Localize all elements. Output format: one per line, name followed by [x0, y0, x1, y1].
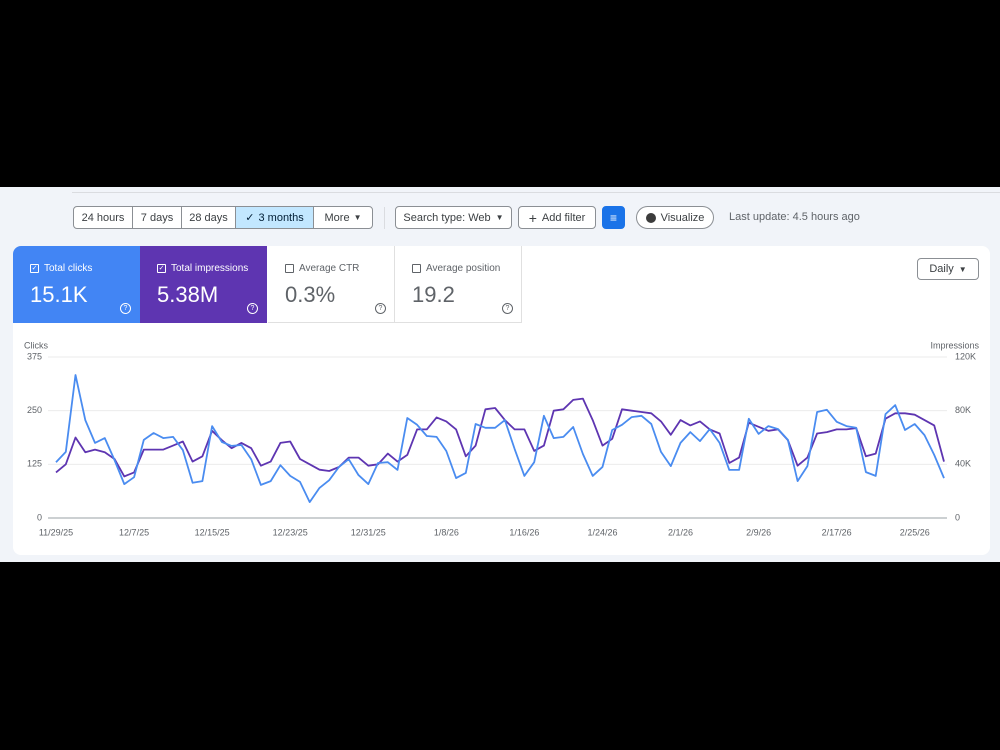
x-tick-label: 1/16/26 [509, 527, 539, 537]
x-tick-label: 2/25/26 [900, 527, 930, 537]
help-icon: ? [247, 303, 258, 314]
range-button-selected[interactable]: ✓ 3 months [236, 207, 314, 228]
dropdown-arrow: ▼ [495, 213, 504, 222]
y-tick-label: 375 [27, 351, 42, 361]
x-tick-label: 12/31/25 [351, 527, 386, 537]
range-label: 28 days [189, 211, 228, 224]
x-tick-label: 12/23/25 [273, 527, 308, 537]
range-label: More [324, 211, 350, 224]
x-tick-label: 12/15/25 [195, 527, 230, 537]
metric-tile[interactable]: Average CTR 0.3%? [268, 246, 395, 323]
chart: 0 125 250 375 0 40K 80K 120K Clicks Impressions 11… [24, 340, 980, 537]
metric-value: 15.1K [30, 282, 88, 307]
help-icon: ? [375, 303, 386, 314]
x-tick-label: 12/7/25 [119, 527, 149, 537]
granularity-button[interactable]: Daily ▼ [917, 258, 979, 280]
y2-tick-label: 120K [955, 351, 976, 361]
dropdown-arrow: ▼ [353, 213, 362, 222]
button-label: Search type: Web [403, 211, 491, 224]
metric-value: 5.38M [157, 282, 219, 307]
button-label: Daily [929, 263, 954, 275]
x-tick-label: 2/9/26 [746, 527, 771, 537]
add-filter-button[interactable]: + Add filter [518, 206, 596, 229]
range-button[interactable]: More ▼ [314, 207, 372, 228]
checkbox: ✓ [30, 264, 39, 273]
x-tick-label: 2/1/26 [668, 527, 693, 537]
y2-axis-title: Impressions [930, 340, 979, 350]
help-icon: ? [120, 303, 131, 314]
y2-tick-label: 0 [955, 512, 960, 522]
check-icon: ✓ [245, 212, 255, 224]
checkbox [412, 264, 421, 273]
checkbox [285, 264, 294, 273]
metric-value: 0.3% [285, 282, 336, 307]
range-label: 7 days [140, 211, 174, 224]
y-tick-label: 250 [27, 405, 42, 415]
x-tick-label: 1/8/26 [434, 527, 459, 537]
y2-tick-label: 80K [955, 405, 971, 415]
range-group: 24 hours 7 days 28 days ✓ 3 months More ▼ [73, 206, 373, 229]
metric-tile[interactable]: ✓ Total impressions 5.38M? [140, 246, 267, 323]
range-label: 3 months [258, 211, 304, 224]
plus-icon: + [528, 209, 537, 226]
x-tick-label: 1/24/26 [587, 527, 617, 537]
filter-icon-button[interactable]: ≡ [602, 206, 625, 229]
separator [384, 207, 385, 229]
last-update: Last update: 4.5 hours ago [729, 211, 860, 223]
y2-tick-label: 40K [955, 459, 971, 469]
visualize-button[interactable]: Visualize [636, 206, 714, 229]
metric-value: 19.2 [412, 282, 455, 307]
y-axis-title: Clicks [24, 340, 48, 350]
metric-label: Total impressions [171, 263, 249, 274]
x-tick-label: 11/29/25 [39, 527, 73, 537]
metric-label: Average position [426, 263, 501, 274]
search-console: 24 hours 7 days 28 days ✓ 3 months More ▼ … [0, 187, 1000, 562]
range-button[interactable]: 24 hours [74, 207, 133, 228]
help-icon: ? [502, 303, 513, 314]
series-line [55, 397, 945, 478]
range-button[interactable]: 7 days [133, 207, 182, 228]
range-button[interactable]: 28 days [182, 207, 236, 228]
metric-tile[interactable]: ✓ Total clicks 15.1K? [13, 246, 140, 323]
metric-label: Average CTR [299, 263, 360, 274]
checkbox: ✓ [157, 264, 166, 273]
search-type-button[interactable]: Search type: Web ▼ [395, 206, 512, 229]
button-label: Visualize [660, 211, 705, 224]
y-tick-label: 125 [27, 459, 42, 469]
button-label: Add filter [541, 211, 586, 224]
x-tick-label: 2/17/26 [822, 527, 852, 537]
dropdown-arrow: ▼ [958, 264, 967, 274]
range-label: 24 hours [81, 211, 125, 224]
metric-label: Total clicks [44, 263, 93, 274]
series-line [55, 374, 945, 503]
visualize-icon [645, 212, 656, 223]
metric-tile[interactable]: Average position 19.2? [395, 246, 522, 323]
divider [72, 192, 1000, 193]
y-tick-label: 0 [37, 512, 42, 522]
